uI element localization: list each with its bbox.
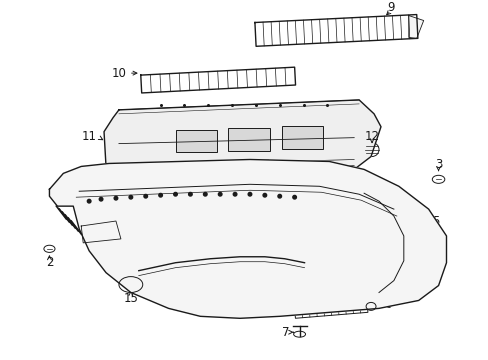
- Text: 6: 6: [383, 298, 391, 311]
- Text: 9: 9: [386, 1, 394, 14]
- Bar: [175, 130, 217, 152]
- Text: 12: 12: [364, 130, 379, 143]
- Circle shape: [218, 193, 222, 196]
- Circle shape: [129, 195, 132, 199]
- Text: 11: 11: [82, 130, 97, 143]
- Text: 7: 7: [282, 326, 289, 339]
- Text: 3: 3: [434, 158, 441, 171]
- Circle shape: [233, 193, 236, 196]
- Text: 2: 2: [45, 256, 53, 269]
- Text: 5: 5: [432, 215, 439, 228]
- Circle shape: [143, 194, 147, 198]
- Polygon shape: [49, 159, 446, 318]
- Circle shape: [114, 197, 118, 200]
- Circle shape: [99, 197, 102, 201]
- Bar: [228, 128, 269, 150]
- Text: 8: 8: [272, 222, 279, 235]
- Text: 15: 15: [123, 292, 138, 305]
- Circle shape: [263, 193, 266, 197]
- Circle shape: [203, 193, 206, 196]
- Circle shape: [173, 193, 177, 196]
- Circle shape: [277, 194, 281, 198]
- Circle shape: [87, 199, 91, 203]
- Circle shape: [292, 195, 296, 199]
- Text: 14: 14: [168, 177, 183, 190]
- Text: 10: 10: [112, 67, 126, 80]
- Circle shape: [159, 193, 162, 197]
- Circle shape: [248, 193, 251, 196]
- Text: 13: 13: [238, 222, 252, 235]
- Polygon shape: [408, 15, 423, 39]
- Text: 4: 4: [343, 204, 350, 217]
- Text: 1: 1: [188, 292, 196, 305]
- Circle shape: [188, 193, 192, 196]
- Bar: [281, 126, 323, 149]
- Polygon shape: [104, 100, 380, 179]
